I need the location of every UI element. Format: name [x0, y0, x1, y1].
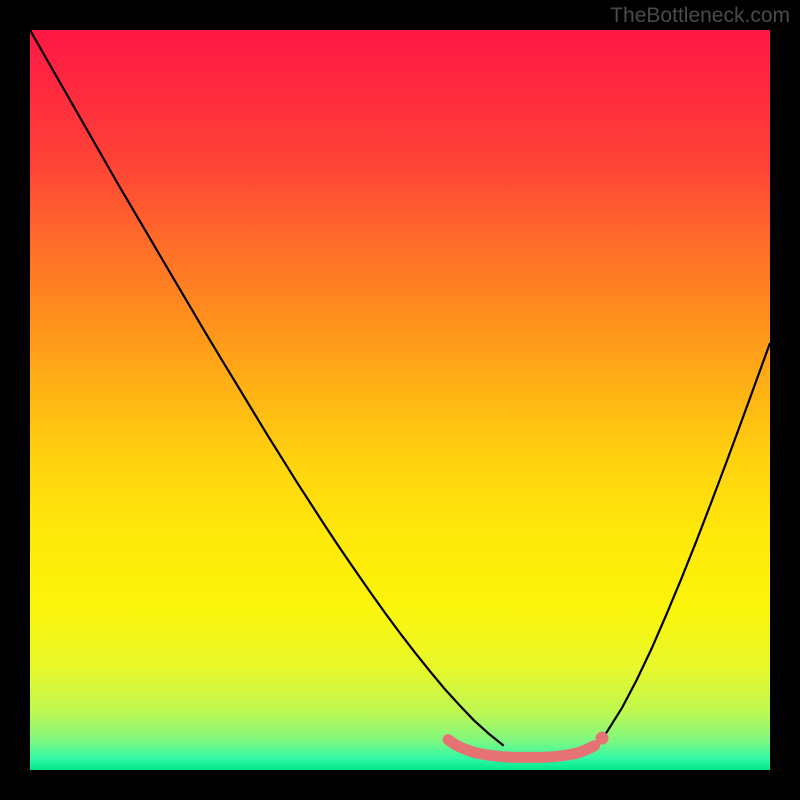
valley-end-dot	[596, 732, 609, 745]
plot-area	[30, 30, 770, 770]
watermark: TheBottleneck.com	[610, 4, 790, 28]
curve-right	[596, 343, 770, 746]
curve-layer	[30, 30, 770, 770]
valley-marker	[448, 740, 595, 758]
curve-left	[30, 30, 504, 746]
